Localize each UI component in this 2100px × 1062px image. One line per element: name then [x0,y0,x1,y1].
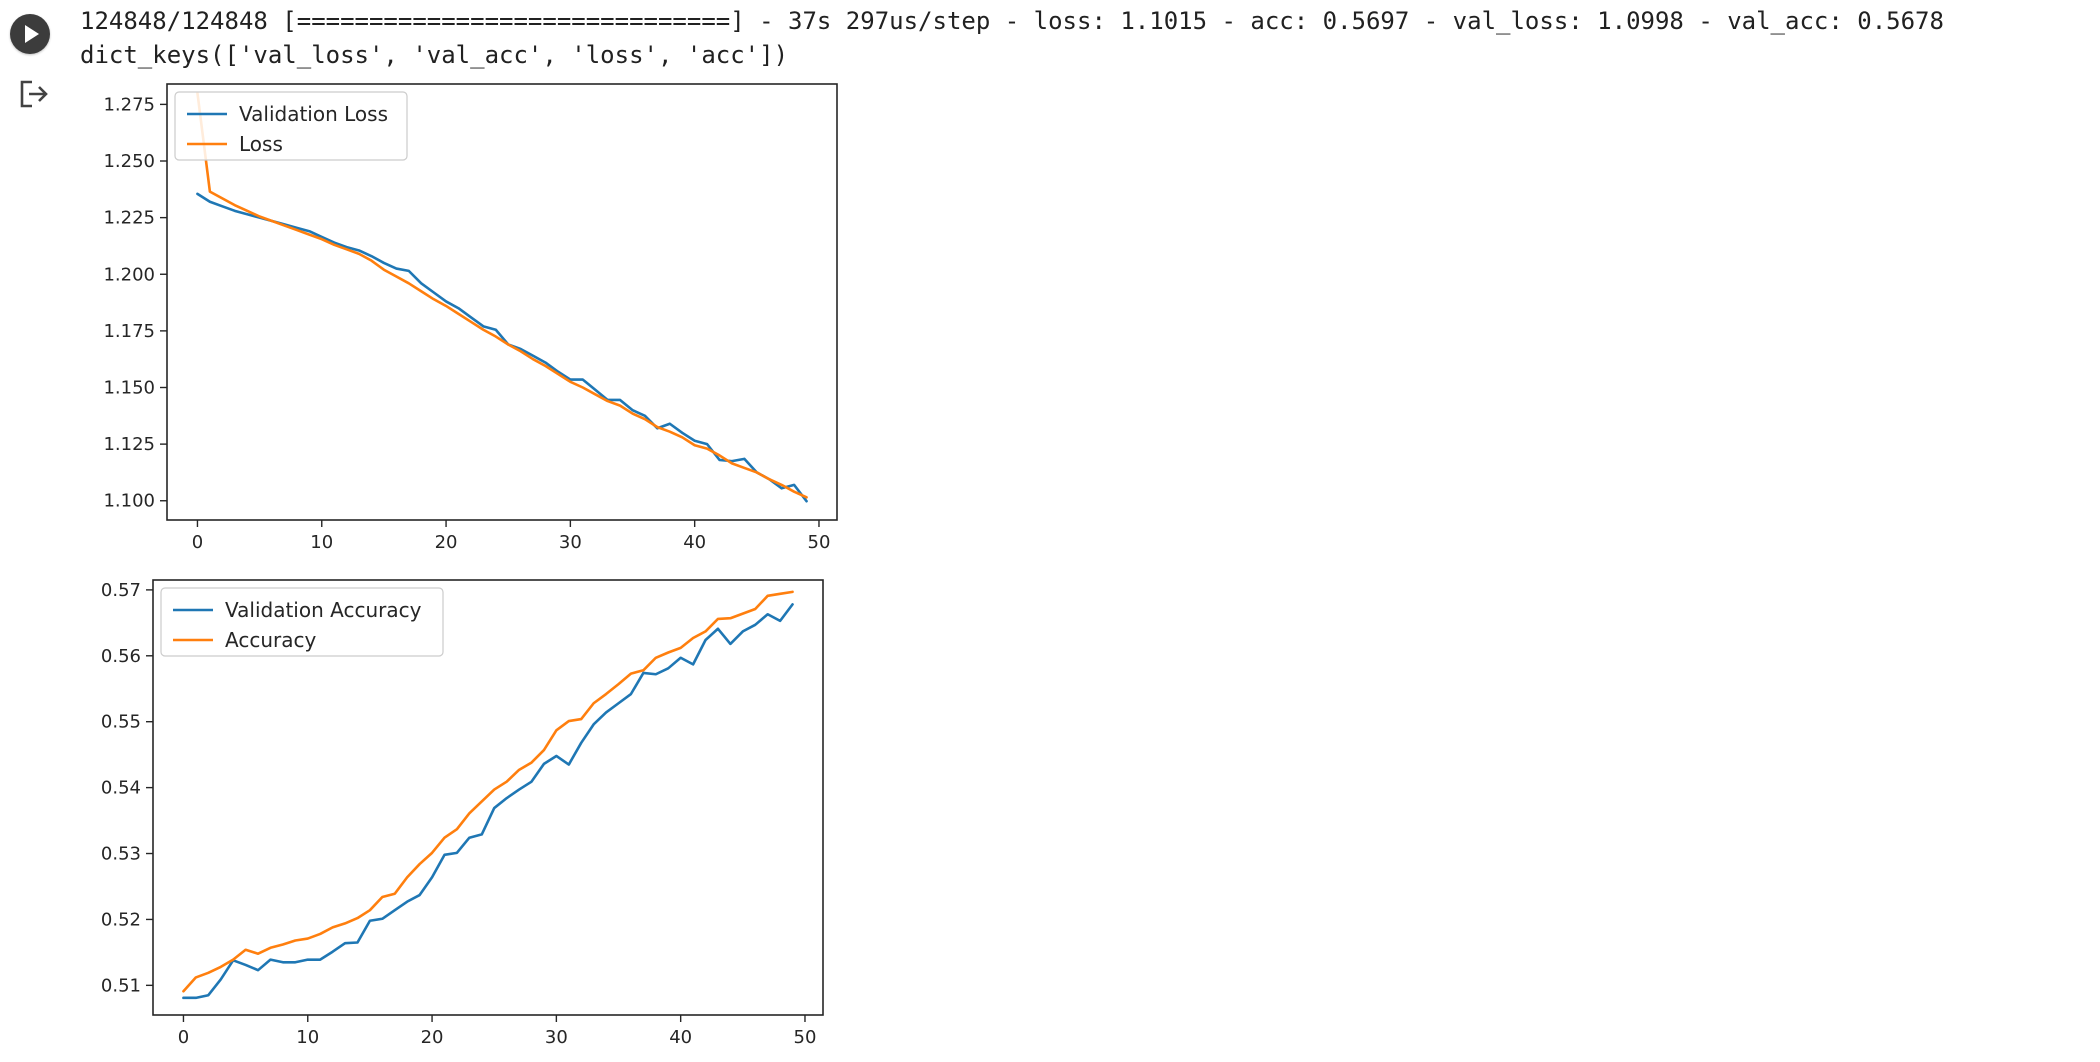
loss-y-tick-label: 1.100 [103,491,155,512]
loss-x-tick-label: 50 [808,532,831,553]
accuracy-series-line-training [182,590,794,993]
accuracy-legend: Validation Accuracy Accuracy [160,587,444,657]
run-cell-button[interactable] [10,14,50,54]
accuracy-legend-label: Accuracy [225,628,316,652]
accuracy-y-tick-label: 0.56 [101,646,141,667]
training-log-line: 124848/124848 [=========================… [80,7,1944,35]
output-arrow-icon [20,80,48,108]
accuracy-y-tick-label: 0.54 [101,778,141,799]
loss-x-tick-label: 20 [435,532,458,553]
accuracy-y-tick-label: 0.53 [101,844,141,865]
accuracy-axes-frame [152,579,824,1016]
loss-y-tick-label: 1.250 [103,151,155,172]
loss-x-tick-label: 0 [192,532,203,553]
accuracy-series-line-validation [182,603,794,1000]
accuracy-y-tick-label: 0.52 [101,909,141,930]
loss-legend-label: Validation Loss [239,102,388,126]
loss-y-tick-label: 1.150 [103,378,155,399]
accuracy-x-tick-label: 40 [669,1027,692,1048]
accuracy-axes: 0 10 20 30 40 50 0.51 0.52 0.53 0.54 0.55 0.56 0.57 V… [101,579,824,1048]
accuracy-legend-label: Validation Accuracy [225,598,422,622]
accuracy-x-tick-label: 50 [794,1027,817,1048]
loss-legend: Validation Loss Loss [174,91,408,161]
accuracy-x-tick-label: 30 [545,1027,568,1048]
accuracy-x-tick-label: 10 [296,1027,319,1048]
loss-legend-label: Loss [239,132,283,156]
loss-axes: 0 10 20 30 40 50 1.100 1.125 1.150 1.175 1.200 1.22… [103,83,838,553]
loss-y-tick-label: 1.125 [103,434,155,455]
loss-x-tick-label: 10 [310,532,333,553]
loss-axes-frame [166,83,838,521]
loss-legend-box [174,91,408,161]
accuracy-x-tick-label: 20 [421,1027,444,1048]
accuracy-x-tick-label: 0 [178,1027,189,1048]
loss-series-line-training [196,91,808,499]
cell-output-text: 124848/124848 [=========================… [80,4,1944,72]
accuracy-legend-box [160,587,444,657]
loss-series-line-validation [196,192,808,503]
history-keys-line: dict_keys(['val_loss', 'val_acc', 'loss'… [80,41,789,69]
accuracy-y-tick-label: 0.57 [101,580,141,601]
loss-y-tick-label: 1.275 [103,94,155,115]
loss-y-tick-label: 1.200 [103,264,155,285]
play-icon [25,25,39,43]
accuracy-y-tick-label: 0.55 [101,712,141,733]
accuracy-y-tick-label: 0.51 [101,975,141,996]
loss-series-group [196,91,808,503]
loss-x-tick-label: 40 [683,532,706,553]
loss-y-tick-label: 1.175 [103,321,155,342]
accuracy-series-group [182,590,794,1000]
loss-y-tick-label: 1.225 [103,208,155,229]
loss-x-tick-label: 30 [559,532,582,553]
